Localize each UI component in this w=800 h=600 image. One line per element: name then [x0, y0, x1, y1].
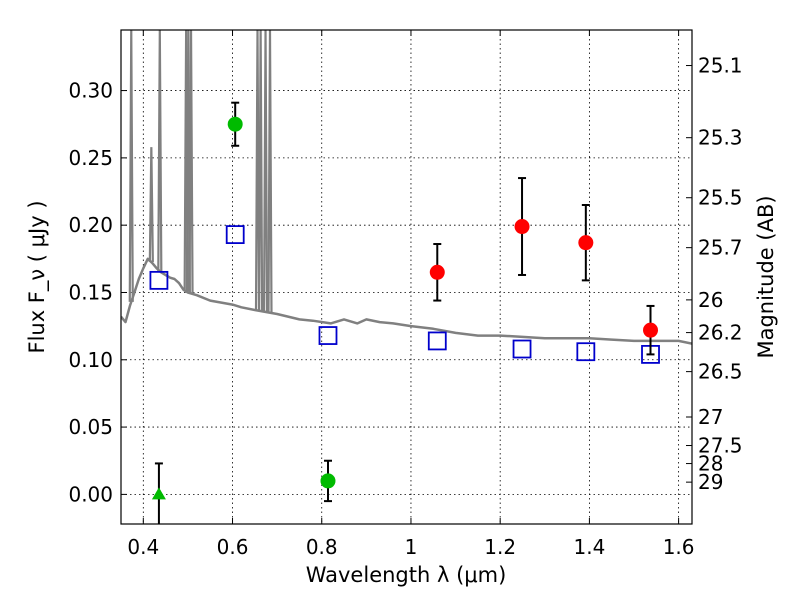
y-tick-label: 0.05: [68, 415, 113, 439]
observed-flux-point: [227, 116, 243, 132]
observed-flux-point: [514, 219, 530, 235]
axis-ticks: 0.4 0.6 0.8 1 1.2 1.4 1.6 0.00 0.05 0.10 0.15 0.20 0…: [68, 30, 743, 559]
observed-flux-point: [643, 322, 659, 338]
x-tick-label: 1.4: [573, 535, 605, 559]
observed-flux-point: [320, 473, 336, 489]
emission-line-spike: [188, 30, 194, 294]
y2-tick-label: 26.2: [698, 321, 743, 345]
y-tick-label: 0.30: [68, 79, 113, 103]
emission-line-spike: [258, 30, 264, 312]
x-tick-label: 0.8: [306, 535, 338, 559]
y-tick-label: 0.15: [68, 280, 113, 304]
y2-tick-label: 25.3: [698, 126, 743, 150]
x-tick-label: 1: [405, 535, 418, 559]
observed-flux-point: [429, 264, 445, 280]
y-tick-label: 0.00: [68, 482, 113, 506]
y2-tick-label: 26.5: [698, 360, 743, 384]
plot-content: [121, 30, 692, 524]
plot-frame: [120, 29, 693, 525]
y2-tick-label: 27.5: [698, 434, 743, 458]
emission-line-spike: [262, 30, 269, 312]
emission-line-spike: [148, 147, 154, 263]
model-photometry-point: [427, 331, 447, 351]
y2-tick-label: 25.5: [698, 186, 743, 210]
y2-tick-label: 26: [698, 288, 723, 312]
grid-lines: [121, 30, 692, 524]
y2-tick-label: 29: [698, 470, 723, 494]
emission-line-spike: [254, 30, 261, 311]
x-tick-label: 1.2: [484, 535, 516, 559]
y-tick-label: 0.20: [68, 213, 113, 237]
sed-model-line: [121, 257, 692, 345]
model-photometry-point: [225, 225, 245, 244]
emission-line-spike: [267, 30, 273, 313]
x-tick-label: 0.4: [127, 535, 159, 559]
y2-tick-label: 28: [698, 452, 723, 476]
upper-limit-marker: [151, 487, 166, 500]
x-axis-title: Wavelength λ (μm): [306, 563, 507, 587]
model-photometry-point: [512, 339, 532, 359]
x-tick-label: 1.6: [663, 535, 695, 559]
emission-line-spike: [157, 30, 163, 272]
model-photometry-point: [318, 326, 338, 345]
emission-line-spike: [128, 30, 134, 302]
observed-flux-point: [578, 235, 594, 251]
y2-tick-label: 27: [698, 405, 723, 429]
y-axis-title: Flux F_ν ( μJy ): [25, 200, 50, 353]
y-tick-label: 0.10: [68, 348, 113, 372]
y-tick-label: 0.25: [68, 146, 113, 170]
model-photometry-point: [149, 270, 169, 290]
y2-axis-title: Magnitude (AB): [754, 195, 778, 358]
model-photometry-point: [576, 342, 596, 362]
y2-tick-label: 25.7: [698, 236, 743, 260]
y2-tick-label: 25.1: [698, 54, 743, 78]
x-tick-label: 0.6: [217, 535, 249, 559]
